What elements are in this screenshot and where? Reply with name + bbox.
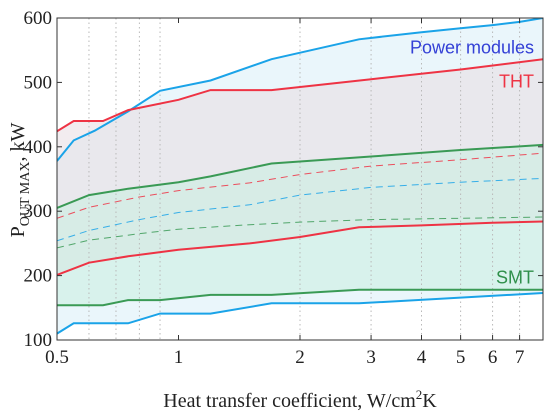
x-axis-ticks: 0.5 1 2 3 4 5 6 7: [45, 18, 524, 368]
y-tick-label: 100: [24, 330, 53, 351]
smt-mid-line: [57, 216, 543, 249]
power-modules-upper-line: [57, 18, 543, 162]
tht-lower-line: [57, 220, 543, 276]
plot-frame: [56, 17, 544, 341]
y-axis-ticks: 100 200 300 400 500 600: [24, 8, 543, 351]
y-tick-label: 300: [24, 201, 53, 222]
smt-upper-line: [57, 143, 543, 209]
y-tick-label: 600: [24, 8, 53, 29]
x-tick-label: 0.5: [45, 347, 69, 368]
y-tick-label: 200: [24, 266, 53, 287]
x-tick-label: 3: [366, 347, 376, 368]
power-modules-mid-line: [57, 177, 543, 242]
x-axis-label: Heat transfer coefficient, W/cm2K: [163, 387, 437, 412]
x-tick-label: 2: [295, 347, 305, 368]
series-label: Power modules: [410, 37, 534, 57]
series-label: SMT: [496, 267, 534, 287]
x-tick-label: 4: [417, 347, 427, 368]
y-axis-label: POUT MAX, kW: [7, 123, 33, 238]
series-lines: [57, 18, 543, 335]
power-modules-lower-line: [57, 292, 543, 335]
series-labels: Power modules THT SMT: [410, 37, 534, 287]
x-tick-label: 1: [174, 347, 184, 368]
y-tick-label: 500: [24, 72, 53, 93]
y-tick-label: 400: [24, 137, 53, 158]
x-tick-label: 5: [456, 347, 466, 368]
tht-mid-line: [57, 152, 543, 219]
smt-lower-line: [57, 288, 543, 307]
series-label: THT: [499, 72, 534, 92]
tht-upper-line: [57, 58, 543, 133]
x-tick-label: 6: [488, 347, 498, 368]
x-tick-label: 7: [515, 347, 525, 368]
